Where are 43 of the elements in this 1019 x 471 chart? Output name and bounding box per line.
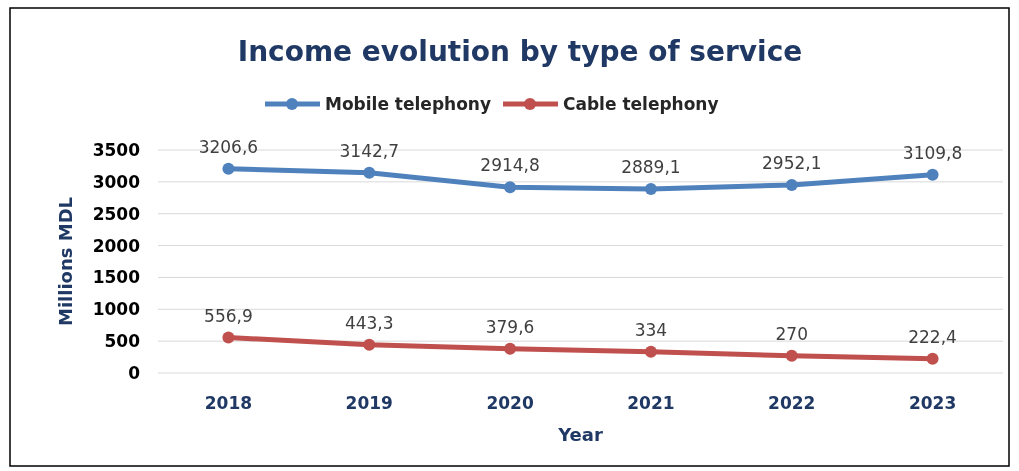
x-tick-label: 2019 (345, 393, 393, 413)
y-tick-label: 500 (104, 331, 141, 352)
data-label: 2952,1 (762, 152, 822, 173)
y-tick-label: 3000 (92, 171, 141, 192)
y-axis-title: Millions MDL (55, 196, 76, 327)
x-tick-label: 2020 (486, 393, 534, 413)
legend-label: Cable telephony (563, 94, 719, 114)
x-tick-label: 2022 (768, 393, 816, 413)
data-label: 270 (775, 323, 808, 344)
x-tick-label: 2021 (627, 393, 675, 413)
data-label: 222,4 (908, 326, 957, 347)
point (644, 182, 657, 195)
data-label: 443,3 (344, 312, 394, 333)
point (222, 162, 235, 175)
legend-label: Mobile telephony (325, 94, 492, 114)
x-tick-label: 2018 (204, 393, 253, 413)
y-tick-label: 2000 (92, 235, 141, 256)
y-tick-label: 1000 (92, 299, 141, 320)
y-tick-label: 3500 (92, 140, 141, 160)
chart-title: Income evolution by type of service (237, 35, 803, 68)
data-label: 334 (634, 319, 668, 340)
point (785, 178, 798, 191)
point (504, 342, 517, 355)
data-label: 379,6 (485, 316, 535, 337)
data-label: 2889,1 (621, 156, 681, 177)
data-label: 3109,8 (902, 142, 963, 163)
data-label: 2914,8 (480, 155, 540, 176)
x-tick-label: 2023 (908, 393, 957, 413)
data-label: 3206,6 (198, 136, 259, 157)
point (222, 331, 235, 344)
point (926, 352, 939, 365)
data-label: 3142,7 (339, 140, 399, 161)
point (926, 168, 939, 181)
y-tick-label: 0 (128, 363, 141, 383)
point (363, 338, 376, 351)
point (363, 166, 376, 179)
point (785, 349, 798, 362)
y-tick-label: 2500 (92, 203, 141, 224)
x-axis-title: Year (557, 424, 603, 445)
point (644, 345, 657, 358)
data-label: 556,9 (204, 305, 253, 326)
y-tick-label: 1500 (92, 267, 141, 288)
point (504, 181, 517, 194)
